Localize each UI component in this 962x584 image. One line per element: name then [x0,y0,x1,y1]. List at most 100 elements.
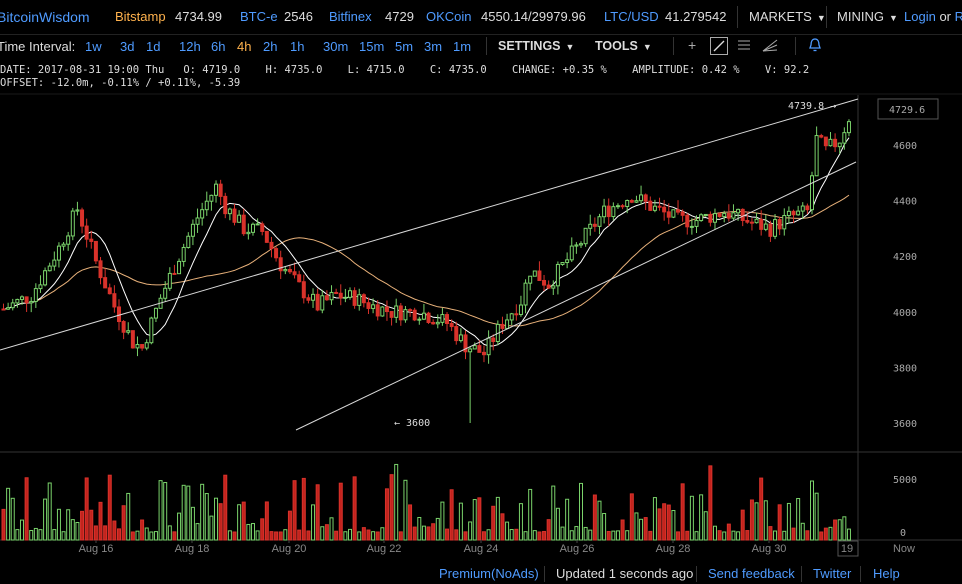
volume-bar [819,531,824,541]
candle-body [1,308,6,311]
candle-body [343,296,348,299]
volume-bar [172,531,177,541]
volume-bar [579,482,583,541]
interval-15m[interactable]: 15m [359,39,385,54]
volume-bar [29,530,34,541]
volume-bar [639,518,644,541]
interval-3d[interactable]: 3d [120,39,135,54]
help-link[interactable]: Help [873,566,900,581]
candle-body [694,220,699,227]
interval-3m[interactable]: 3m [424,39,443,54]
candle-body [560,262,565,265]
volume-bar [117,528,121,541]
login-link[interactable]: Login [904,9,936,24]
settings-menu[interactable]: SETTINGS ▼ [498,39,574,53]
volume-bar [19,519,24,541]
register-link[interactable]: Re [954,9,962,24]
candle-body [232,208,237,223]
ohlc-info: DATE: 2017-08-31 19:00 Thu O: 4719.0 H: … [0,64,810,76]
candle-body [167,272,172,289]
volume-bar [75,522,80,541]
volume-bar [814,492,819,541]
price-tick-label: 4200 [893,252,917,263]
candle-body [260,223,265,232]
interval-5m[interactable]: 5m [395,39,414,54]
volume-bar [306,530,311,541]
interval-12h[interactable]: 12h [179,39,201,54]
volume-bar [311,504,316,541]
candle-body [555,263,560,287]
volume-bar [597,500,602,541]
interval-30m[interactable]: 30m [323,39,349,54]
interval-1d[interactable]: 1d [146,39,161,54]
volume-bar [810,480,814,541]
current-price-label: 4729.6 [889,105,925,116]
caret-down-icon: ▼ [642,42,652,52]
interval-6h[interactable]: 6h [211,39,226,54]
low-annotation: ← 3600 [394,418,430,429]
candle-body [255,223,260,226]
volume-bar [200,483,205,541]
crosshair-icon[interactable]: + [688,37,697,53]
volume-bar [255,530,260,541]
tools-menu[interactable]: TOOLS ▼ [595,39,652,53]
volume-bar [394,463,399,541]
candle-body [468,348,473,353]
interval-2h[interactable]: 2h [263,39,278,54]
candle-body [505,319,510,329]
candle-body [107,287,112,295]
volume-bar [514,528,519,541]
tools-label: TOOLS [595,39,638,53]
exchange-ltcusd-price: 41.279542 [665,9,727,24]
volume-bar [89,509,94,541]
mining-menu[interactable]: MINING ▼ [837,9,898,24]
volume-bar [269,531,274,541]
volume-bar [209,515,214,541]
volume-bar [315,484,320,541]
interval-1w[interactable]: 1w [85,39,102,54]
volume-bar [250,523,255,541]
candle-body [722,212,727,218]
candle-body [712,213,717,223]
candle-body [731,212,736,219]
interval-1m[interactable]: 1m [453,39,472,54]
top-navigation: BitcoinWisdom Bitstamp 4734.99 BTC-e 254… [0,0,962,35]
candle-body [33,288,38,302]
brand-logo[interactable]: BitcoinWisdom [0,9,90,25]
candlesticks [1,119,851,423]
fan-lines-icon[interactable] [762,38,778,55]
volume-bar [648,530,653,541]
volume-bar [163,482,168,541]
volume-bar [782,530,787,541]
bell-icon[interactable] [808,38,822,55]
exchange-btce[interactable]: BTC-e [240,9,278,24]
exchange-ltcusd[interactable]: LTC/USD [604,9,659,24]
volume-bar [371,531,376,541]
trendline-icon[interactable] [710,37,728,55]
volume-bar [828,526,833,541]
volume-bar [435,517,440,541]
candle-body [371,304,376,309]
exchange-bitstamp[interactable]: Bitstamp [115,9,166,24]
volume-bar [107,474,112,541]
horizontal-lines-icon[interactable] [737,38,751,55]
exchange-okcoin[interactable]: OKCoin [426,9,472,24]
volume-bar [38,529,43,541]
candle-body [47,265,52,272]
volume-bar [135,530,140,541]
volume-bar [671,510,676,541]
volume-bar [1,508,6,541]
volume-bar [606,531,611,541]
interval-1h[interactable]: 1h [290,39,305,54]
exchange-bitfinex[interactable]: Bitfinex [329,9,372,24]
candle-body [676,209,681,213]
send-feedback-link[interactable]: Send feedback [708,566,795,581]
markets-menu[interactable]: MARKETS ▼ [749,9,826,24]
twitter-link[interactable]: Twitter [813,566,852,581]
divider [486,37,487,55]
price-chart[interactable]: 4739.8 → ← 3600 4600 4400 4200 4000 3800 3600 5… [0,0,962,563]
volume-bar [763,500,768,541]
volume-bar [800,522,805,541]
premium-link[interactable]: Premium(NoAds) [439,566,539,581]
interval-4h[interactable]: 4h [237,39,252,54]
